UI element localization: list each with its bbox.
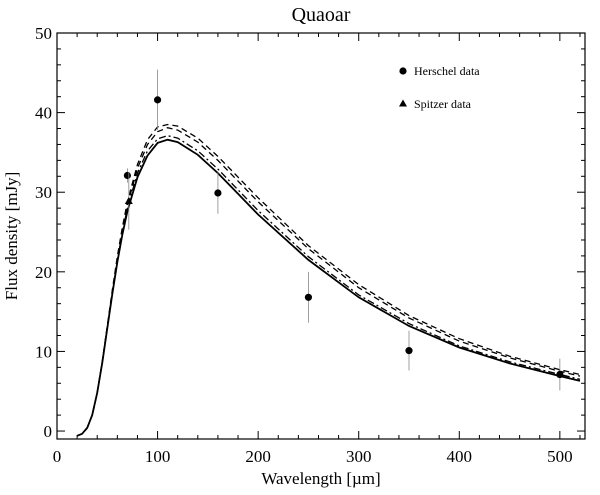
model-curve-dashed-3 bbox=[76, 123, 581, 437]
legend: Herschel data Spitzer data bbox=[399, 64, 480, 111]
y-tick-label: 30 bbox=[35, 183, 52, 202]
y-tick-label: 10 bbox=[35, 342, 52, 361]
data-points bbox=[123, 69, 564, 391]
y-tick-label: 20 bbox=[35, 263, 52, 282]
y-tick-label: 0 bbox=[44, 422, 53, 441]
legend-label-spitzer: Spitzer data bbox=[414, 97, 472, 111]
legend-marker-spitzer bbox=[399, 99, 407, 107]
legend-label-herschel: Herschel data bbox=[414, 64, 480, 78]
x-tick-label: 500 bbox=[547, 447, 573, 466]
y-tick-label: 50 bbox=[35, 24, 52, 43]
ticks-layer: 0 100 200 300 400 500 0 10 20 30 40 50 bbox=[35, 24, 585, 466]
y-tick-label: 40 bbox=[35, 104, 52, 123]
model-curve-solid-0 bbox=[76, 138, 581, 437]
x-axis-label: Wavelength [µm] bbox=[261, 469, 380, 488]
herschel-data-point bbox=[123, 171, 131, 180]
herschel-data-point bbox=[304, 293, 313, 301]
model-curve-dashed-2 bbox=[76, 127, 581, 437]
spitzer-data-point bbox=[124, 196, 133, 204]
model-curves bbox=[76, 123, 581, 437]
herschel-data-point bbox=[556, 370, 564, 379]
chart-title: Quaoar bbox=[292, 4, 351, 26]
x-tick-label: 400 bbox=[447, 447, 473, 466]
x-tick-label: 200 bbox=[245, 447, 271, 466]
x-tick-label: 300 bbox=[346, 447, 372, 466]
legend-marker-herschel bbox=[399, 67, 407, 75]
herschel-data-point bbox=[214, 189, 222, 197]
herschel-data-point bbox=[405, 347, 413, 355]
x-tick-label: 100 bbox=[145, 447, 171, 466]
plot-frame bbox=[56, 32, 586, 440]
herschel-data-point bbox=[153, 96, 162, 104]
y-axis-label: Flux density [mJy] bbox=[2, 172, 21, 300]
x-tick-label: 0 bbox=[53, 447, 62, 466]
model-curve-dash-dot-1 bbox=[76, 135, 581, 437]
